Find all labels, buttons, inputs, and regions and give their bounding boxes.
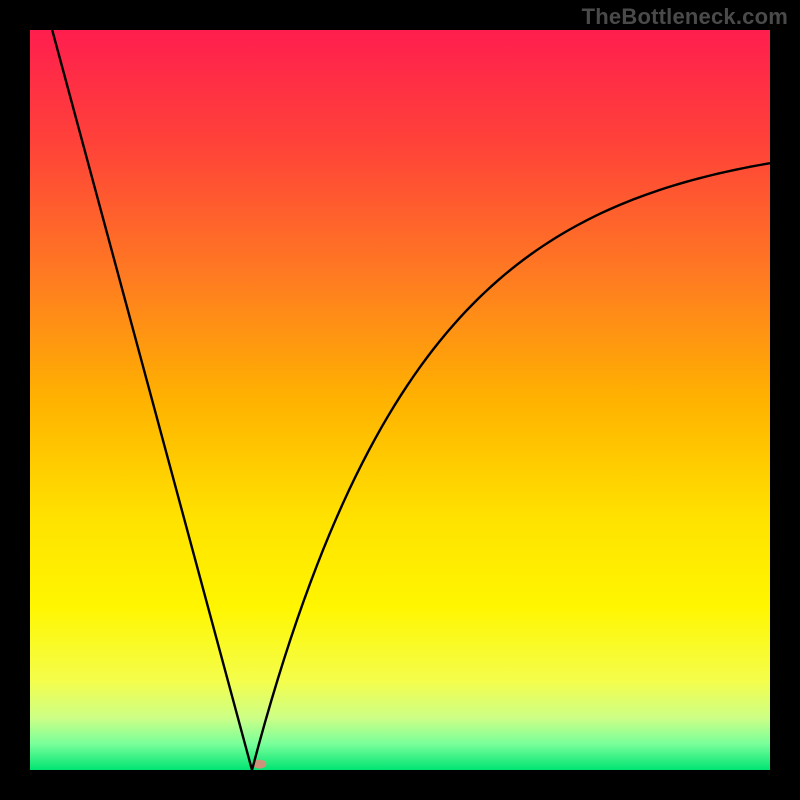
chart-frame: TheBottleneck.com <box>0 0 800 800</box>
gradient-background <box>30 30 770 770</box>
watermark-text: TheBottleneck.com <box>582 4 788 30</box>
bottleneck-chart <box>0 0 800 800</box>
